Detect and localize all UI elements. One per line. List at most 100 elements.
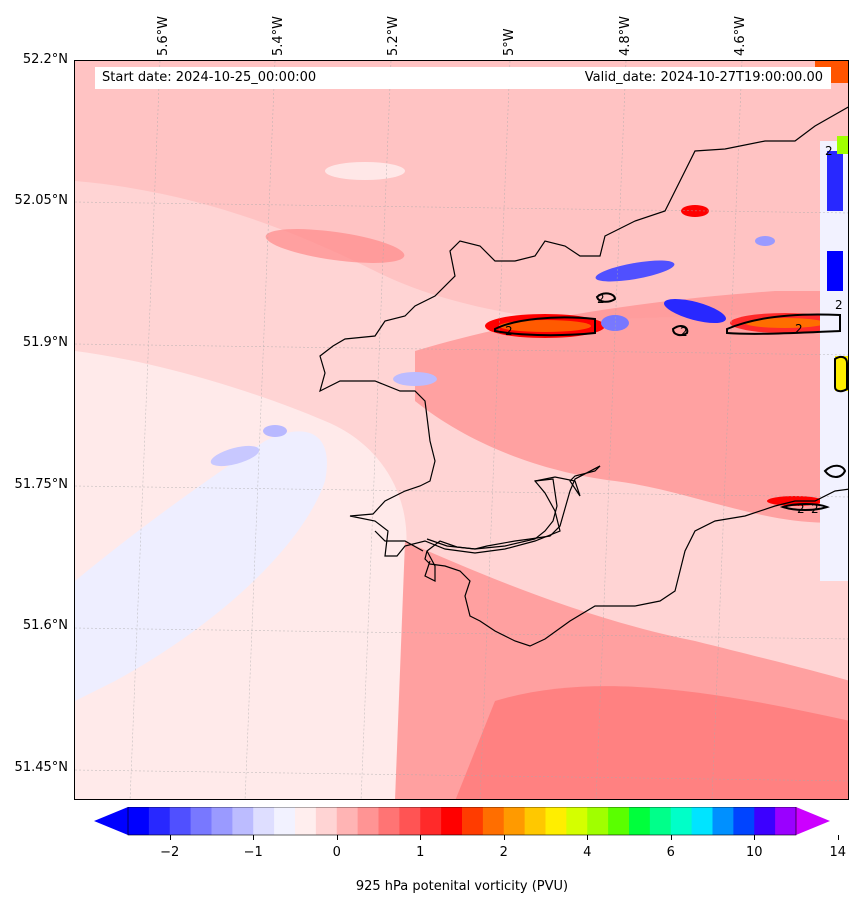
lat-label: 52.05°N: [14, 193, 68, 208]
colorbar-tick-label: 0: [332, 845, 341, 860]
colorbar-cell: [441, 807, 463, 835]
colorbar-tick-mark: [670, 835, 672, 840]
contour-label: 2: [797, 502, 805, 516]
colorbar-cell: [608, 807, 630, 835]
colorbar-tick-label: 6: [666, 845, 675, 860]
colorbar-tick-label: 14: [829, 845, 847, 860]
pv-east-edge-yellow: [835, 356, 848, 391]
colorbar-cells: [128, 807, 797, 835]
lon-label: 5.4°W: [271, 15, 286, 56]
contour-label: 2: [811, 502, 819, 516]
pv-low-blue: [595, 260, 675, 282]
colorbar-cell: [399, 807, 421, 835]
colorbar-cell: [482, 807, 505, 835]
pv-low-blue: [664, 298, 726, 324]
colorbar-tick-label: 1: [416, 845, 425, 860]
colorbar-tick-mark: [837, 835, 839, 840]
pv-field-blue-spot: [210, 445, 260, 467]
lat-label: 52.2°N: [22, 52, 68, 67]
colorbar-cell: [378, 807, 400, 835]
lat-label: 51.6°N: [22, 618, 68, 633]
lon-label: 5.6°W: [156, 15, 171, 56]
contour-label: 2: [825, 144, 833, 158]
colorbar-tick-label: −1: [243, 845, 263, 860]
colorbar-tick-label: 2: [499, 845, 508, 860]
coastline: [424, 550, 436, 582]
colorbar-cell: [545, 807, 567, 835]
pv-high-band-core: [745, 318, 825, 328]
pv-east-edge-blue: [827, 151, 843, 211]
lon-label: 5.2°W: [386, 15, 401, 56]
colorbar: [94, 807, 830, 836]
lat-label: 51.75°N: [14, 477, 68, 492]
pv-field-white-streak: [325, 162, 405, 180]
pv-low-blue: [393, 372, 437, 386]
pv-field-east-zone: [415, 291, 848, 523]
contour-label: 2: [795, 322, 803, 336]
pv-field-north-band: [75, 61, 848, 321]
colorbar-tick-mark: [169, 835, 171, 840]
lon-label: 4.8°W: [618, 15, 633, 56]
pv-high-band-core: [499, 320, 591, 332]
colorbar-tick-mark: [420, 835, 422, 840]
colorbar-tick-mark: [336, 835, 338, 840]
contour-label: 2: [597, 292, 605, 306]
pv-map: 2 2 2 2 2 2 2 2: [75, 61, 848, 799]
colorbar-cell: [587, 807, 609, 835]
colorbar-cell: [232, 807, 254, 835]
colorbar-cell: [566, 807, 588, 835]
colorbar-cell: [315, 807, 338, 835]
colorbar-cell: [148, 807, 171, 835]
colorbar-cell: [503, 807, 526, 835]
contour-2pvu: [494, 292, 848, 511]
colorbar-tick-label: 4: [583, 845, 592, 860]
colorbar-cell: [128, 807, 150, 835]
pv-field-south-deep: [455, 686, 848, 799]
contour-label: 2: [680, 325, 688, 339]
lat-label: 51.9°N: [22, 335, 68, 350]
lat-label: 51.45°N: [14, 760, 68, 775]
colorbar-cell: [211, 807, 233, 835]
gridlines: [75, 61, 848, 799]
pv-low-blue: [601, 315, 629, 331]
colorbar-tick-mark: [754, 835, 756, 840]
colorbar-cell: [754, 807, 776, 835]
contour-labels: 2 2 2 2 2 2 2 2: [505, 144, 843, 516]
colorbar-extend-max: [796, 807, 830, 835]
colorbar-cell: [420, 807, 442, 835]
colorbar-cell: [775, 807, 797, 835]
contour-label: 2: [835, 298, 843, 312]
colorbar-cell: [253, 807, 275, 835]
pv-field-blue-patch: [75, 431, 327, 701]
colorbar-cell: [629, 807, 651, 835]
colorbar-cell: [169, 807, 192, 835]
pv-field-blue-spot: [263, 425, 287, 437]
colorbar-cell: [712, 807, 734, 835]
date-info-box: Start date: 2024-10-25_00:00:00 Valid_da…: [95, 67, 831, 89]
map-panel: 2 2 2 2 2 2 2 2: [74, 60, 849, 800]
pv-east-edge-blue: [827, 251, 843, 291]
colorbar-cell: [733, 807, 755, 835]
colorbar-tick-label: 10: [745, 845, 763, 860]
colorbar-tick-label: −2: [160, 845, 180, 860]
start-date-text: Start date: 2024-10-25_00:00:00: [102, 70, 317, 85]
lon-label: 5°W: [502, 28, 517, 56]
colorbar-cell: [274, 807, 296, 835]
colorbar-extend-min: [94, 807, 128, 835]
coastline: [424, 465, 848, 647]
colorbar-tick-mark: [503, 835, 505, 840]
lon-label: 4.6°W: [733, 15, 748, 56]
coastline: [374, 530, 424, 552]
pv-east-edge-green: [837, 136, 848, 154]
colorbar-tick-mark: [253, 835, 255, 840]
colorbar-cell: [462, 807, 484, 835]
colorbar-cell: [295, 807, 317, 835]
colorbar-cell: [190, 807, 212, 835]
valid-date-text: Valid_date: 2024-10-27T19:00:00.00: [584, 70, 823, 85]
colorbar-cell: [336, 807, 359, 835]
pv-low-blue: [755, 236, 775, 246]
pv-field-streak: [265, 229, 405, 263]
contour-label: 2: [505, 324, 513, 338]
colorbar-cell: [649, 807, 672, 835]
colorbar-cell: [691, 807, 713, 835]
